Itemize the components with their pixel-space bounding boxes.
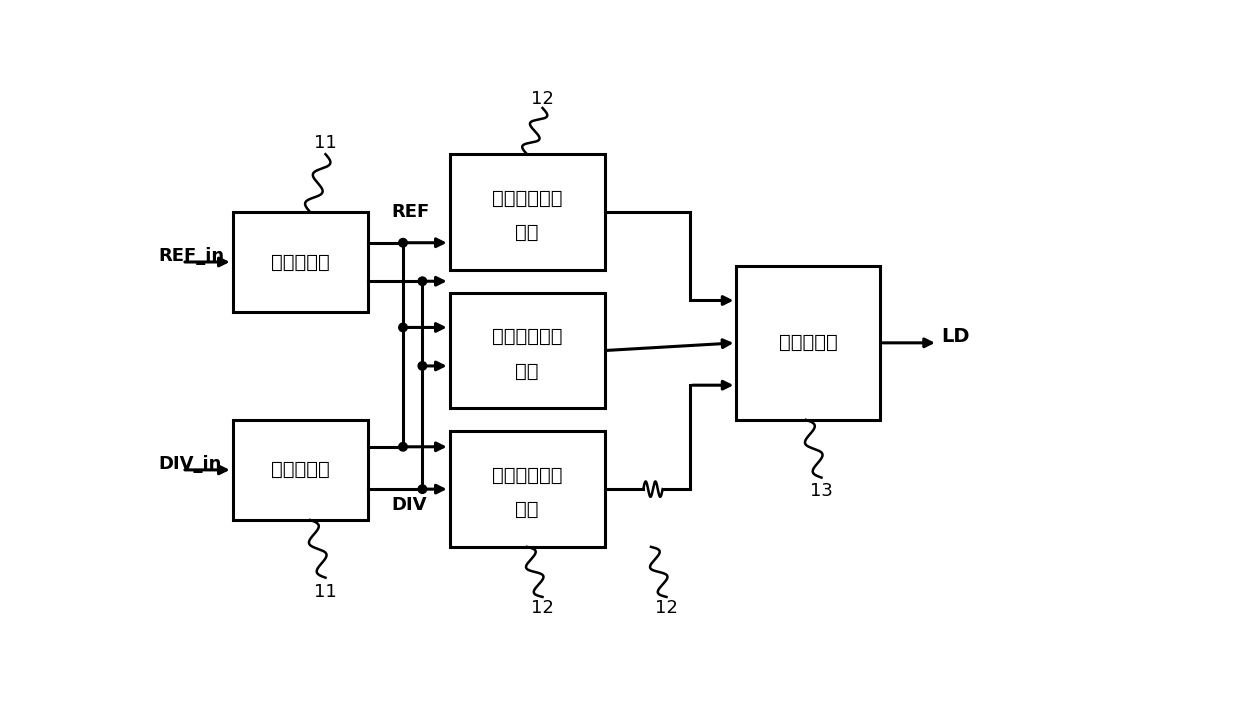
Circle shape	[418, 485, 427, 494]
Text: 数字锁定检测: 数字锁定检测	[492, 465, 562, 485]
Circle shape	[399, 238, 407, 247]
Bar	[449, 431, 605, 547]
Circle shape	[418, 362, 427, 370]
Text: REF_in: REF_in	[159, 247, 224, 265]
Text: 数字锁定检测: 数字锁定检测	[492, 189, 562, 207]
Text: 12: 12	[531, 90, 554, 108]
Bar	[449, 293, 605, 408]
Text: 模块: 模块	[516, 362, 538, 381]
Text: 13: 13	[810, 482, 833, 501]
Circle shape	[418, 277, 427, 285]
Text: 12: 12	[531, 599, 554, 618]
Bar	[449, 154, 605, 270]
Text: 多数表决器: 多数表决器	[779, 334, 837, 353]
Text: 输入缓冲器: 输入缓冲器	[270, 252, 330, 271]
Text: 12: 12	[655, 599, 678, 618]
Text: 11: 11	[314, 134, 337, 151]
Circle shape	[399, 442, 407, 451]
Circle shape	[399, 323, 407, 332]
Text: DIV: DIV	[392, 496, 427, 514]
Text: 11: 11	[314, 583, 337, 601]
Text: DIV_in: DIV_in	[159, 455, 222, 472]
Text: 模块: 模块	[516, 223, 538, 243]
Text: 模块: 模块	[516, 501, 538, 519]
Bar	[233, 212, 368, 312]
Text: REF: REF	[392, 203, 429, 221]
Bar	[737, 266, 879, 420]
Text: LD: LD	[941, 327, 970, 346]
Bar	[233, 420, 368, 520]
Text: 输入缓冲器: 输入缓冲器	[270, 461, 330, 479]
Text: 数字锁定检测: 数字锁定检测	[492, 327, 562, 346]
